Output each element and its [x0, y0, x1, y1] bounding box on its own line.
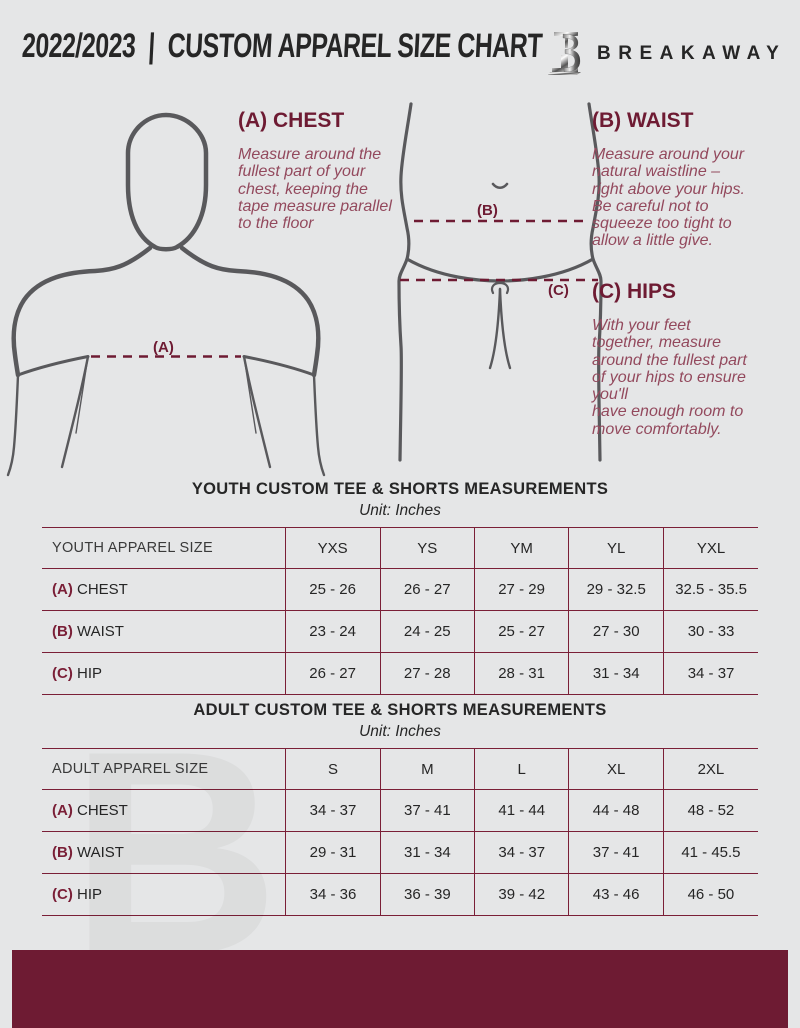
svg-text:(C): (C) [548, 282, 569, 299]
svg-text:(A): (A) [153, 339, 174, 356]
svg-text:(B): (B) [477, 202, 498, 219]
